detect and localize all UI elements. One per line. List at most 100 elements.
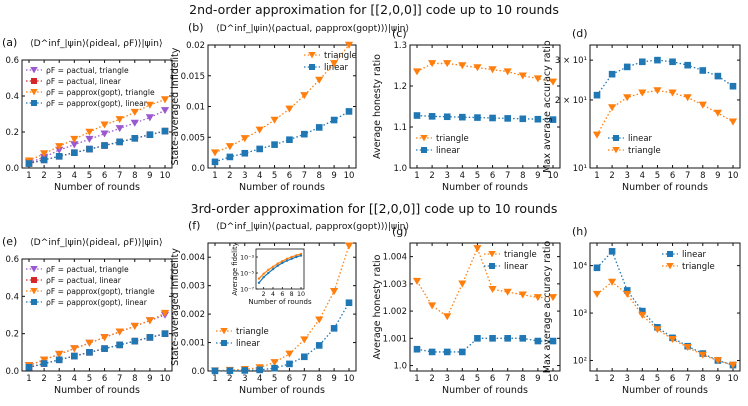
legend-label: linear (628, 134, 653, 144)
data-point (146, 131, 154, 138)
legend-marker (667, 251, 673, 257)
data-point (714, 72, 722, 80)
inset-series-line (258, 255, 302, 284)
x-tick-label: 8 (317, 374, 322, 384)
data-point (86, 349, 93, 356)
data-point (489, 335, 496, 342)
data-point (427, 302, 437, 310)
x-tick-label: 2 (227, 374, 232, 384)
data-point (300, 336, 309, 344)
series-line (214, 245, 350, 372)
data-point (130, 119, 139, 127)
x-tick-label: 4 (72, 374, 77, 384)
x-tick-label: 7 (685, 171, 690, 181)
inset-x-tick-label: 8 (290, 291, 294, 298)
y-tick-label: 0.6 (5, 255, 19, 265)
x-tick-label: 8 (520, 374, 525, 384)
legend-marker (31, 299, 37, 305)
legend: linear triangle (608, 134, 661, 156)
data-point (241, 367, 249, 374)
data-point (256, 366, 263, 374)
data-point (130, 108, 139, 116)
x-tick-label: 2 (609, 171, 614, 181)
inset-data-point (257, 277, 261, 280)
x-tick-label: 9 (331, 374, 336, 384)
x-tick-label: 9 (535, 374, 540, 384)
axes-frame (207, 242, 357, 372)
y-tick-label: 0.003 (181, 282, 205, 292)
data-point (474, 114, 481, 121)
y-axis-label: Average honesty ratio (372, 54, 383, 159)
y-axis-label: State-averaged infidelity (170, 47, 181, 165)
series-1 (592, 278, 738, 369)
x-axis-label: Number of rounds (622, 385, 708, 396)
x-tick-label: 4 (460, 374, 465, 384)
x-tick-label: 8 (700, 374, 705, 384)
inset-data-point (295, 255, 298, 259)
y-axis-label: Max average accuracy ratio (542, 241, 553, 374)
x-tick-label: 7 (117, 374, 122, 384)
x-tick-label: 2 (429, 374, 434, 384)
inset-data-point (276, 264, 279, 267)
x-tick-label: 6 (102, 374, 107, 384)
legend-label: ρF = ρactual, linear (46, 77, 122, 86)
x-tick-label: 1 (414, 171, 419, 181)
y-tick-label: 0.001 (181, 339, 205, 349)
x-tick-label: 6 (287, 374, 292, 384)
panel-tag: (d) (572, 27, 588, 40)
series-line (28, 130, 166, 165)
inset-data-point (290, 257, 293, 260)
x-tick-label: 5 (87, 171, 92, 181)
series-line (416, 337, 553, 353)
inset-y-label: Average fidelity (231, 242, 239, 295)
data-point (85, 135, 94, 143)
data-point (160, 309, 170, 317)
x-tick-label: 3 (242, 374, 247, 384)
x-tick-label: 7 (505, 171, 510, 181)
data-point (255, 126, 264, 134)
series-2 (24, 96, 170, 165)
panel-c: (c) 1.0 1.1 1.2 1.3 1 2 3 4 5 6 7 8 9 10 Number of roun… (372, 27, 561, 193)
legend-marker (488, 251, 496, 258)
data-point (130, 322, 139, 330)
data-point (160, 107, 170, 115)
series-line (596, 89, 734, 136)
data-point (473, 64, 482, 72)
panel-tag: (f) (188, 219, 200, 232)
data-point (592, 290, 602, 298)
data-point (623, 94, 632, 102)
x-tick-label: 3 (445, 374, 450, 384)
series-line (214, 110, 350, 163)
panel-tag: (a) (2, 36, 17, 49)
data-point (55, 153, 63, 160)
data-point (653, 326, 662, 334)
x-axis-label: Number of rounds (239, 182, 325, 193)
data-point (345, 299, 353, 307)
legend-label: triangle (504, 250, 537, 260)
x-axis-label: Number of rounds (622, 182, 708, 193)
x-tick-label: 7 (505, 374, 510, 384)
y-tick-label: 0.4 (5, 292, 19, 302)
legend-label: ρF = ρactual, triangle (46, 66, 129, 75)
data-point (443, 60, 452, 68)
inset-data-point (262, 272, 265, 275)
panel-tag: (e) (2, 235, 17, 248)
x-tick-label: 9 (331, 171, 336, 181)
data-point (300, 92, 309, 100)
legend-marker (489, 263, 495, 269)
data-point (101, 345, 108, 352)
inset-data-point (257, 281, 261, 284)
data-point (458, 280, 467, 288)
data-point (489, 114, 496, 122)
y-tick-label: 0.2 (5, 330, 19, 340)
x-tick-label: 6 (102, 171, 107, 181)
data-point (101, 142, 108, 149)
y-tick-label: 0.0 (191, 164, 205, 174)
data-point (623, 63, 631, 71)
x-tick-label: 2 (41, 374, 46, 384)
x-axis-label: Number of rounds (239, 385, 325, 396)
x-tick-label: 7 (302, 171, 307, 181)
data-point (533, 75, 543, 83)
inset-x-tick-label: 10 (297, 291, 305, 298)
data-point (286, 136, 293, 144)
